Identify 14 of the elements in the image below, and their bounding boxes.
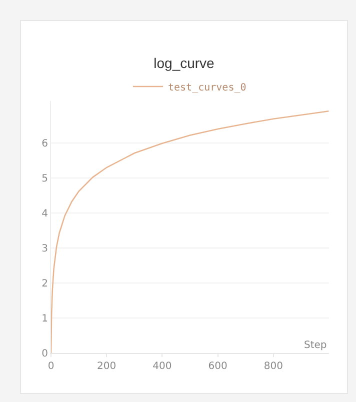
y-tick-label: 5 bbox=[42, 174, 48, 184]
y-tick-label: 6 bbox=[42, 138, 48, 150]
y-tick-label: 0 bbox=[42, 348, 48, 360]
y-tick-label: 4 bbox=[42, 208, 48, 220]
x-tick-label: 400 bbox=[152, 361, 172, 372]
x-axis-title: Step bbox=[304, 340, 327, 351]
legend-label: test_curves_0 bbox=[168, 82, 246, 94]
chart-title: log_curve bbox=[154, 55, 215, 71]
y-tick-label: 3 bbox=[42, 244, 48, 254]
x-tick-label: 200 bbox=[97, 361, 116, 372]
y-tick-label: 2 bbox=[42, 278, 48, 290]
x-tick-label: 600 bbox=[208, 361, 228, 372]
x-tick-label: 800 bbox=[264, 361, 283, 372]
y-tick-label: 1 bbox=[42, 314, 48, 324]
